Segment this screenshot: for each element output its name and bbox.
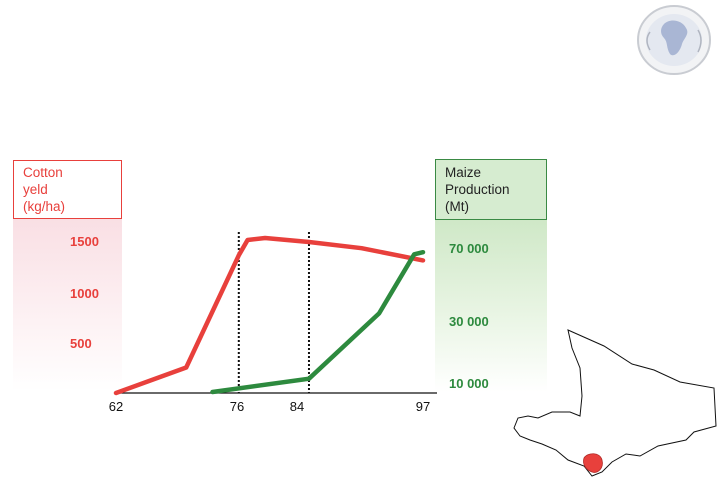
x-tick-76: 76	[229, 399, 245, 414]
maize-axis-title: Maize Production (Mt)	[435, 159, 547, 220]
cotton-axis-title-text: Cotton yeld (kg/ha)	[23, 165, 66, 214]
mali-outline	[513, 329, 717, 477]
africa-globe-logo-icon	[637, 5, 711, 75]
cotton-tick-500: 500	[70, 336, 92, 351]
x-tick-62: 62	[108, 399, 124, 414]
x-tick-84: 84	[289, 399, 305, 414]
maize-axis-band	[435, 220, 547, 392]
maize-tick-10000: 10 000	[449, 376, 489, 391]
maize-tick-70000: 70 000	[449, 241, 489, 256]
cotton-tick-1000: 1000	[70, 286, 99, 301]
cotton-axis-title: Cotton yeld (kg/ha)	[13, 160, 122, 219]
x-tick-97: 97	[415, 399, 431, 414]
cotton-axis-band	[13, 219, 122, 391]
maize-production-line	[210, 249, 426, 395]
mali-map-icon	[513, 329, 717, 477]
cotton-tick-1500: 1500	[70, 234, 99, 249]
maize-axis-title-text: Maize Production (Mt)	[445, 165, 510, 214]
cotton-yield-line	[113, 235, 426, 396]
mali-highlight-region	[583, 453, 603, 473]
maize-tick-30000: 30 000	[449, 314, 489, 329]
